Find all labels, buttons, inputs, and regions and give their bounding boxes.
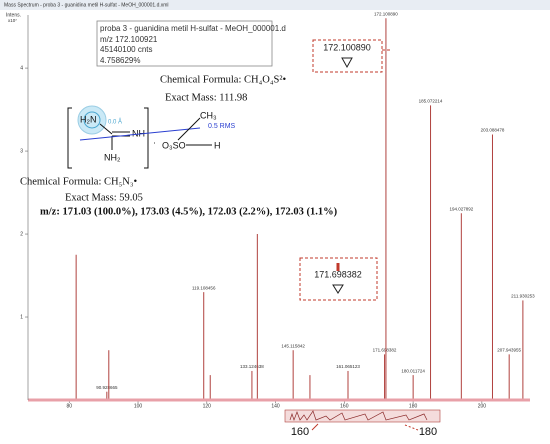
callout-label: 171.698382 bbox=[314, 269, 362, 279]
x-tick-label: 180 bbox=[409, 403, 418, 409]
peak-label: 90.928665 bbox=[96, 385, 118, 390]
peak-label: 171.698382 bbox=[373, 348, 397, 353]
bond bbox=[177, 127, 191, 141]
tooltip-mz: m/z 172.100921 bbox=[100, 35, 158, 44]
bracket bbox=[144, 107, 149, 169]
zoom-trace bbox=[289, 410, 428, 422]
bond bbox=[99, 123, 113, 135]
angstrom: 0.0 Å bbox=[108, 119, 122, 126]
zoom-label: 160 bbox=[291, 426, 309, 438]
peak-label: 161.065123 bbox=[336, 364, 360, 369]
peak-label: 194.027892 bbox=[449, 206, 473, 211]
isotope-pattern: m/z: 171.03 (100.0%), 173.03 (4.5%), 172… bbox=[40, 206, 338, 217]
peak-label: 180.011724 bbox=[401, 368, 425, 373]
peak-label: 119.108456 bbox=[192, 285, 216, 290]
y-tick-label: 2 bbox=[20, 231, 23, 237]
atom: O₃SO bbox=[162, 140, 186, 150]
structure: H₂N NH NH₂ 0.0 Å 0.5 RMS · O₃SO H CH₃ bbox=[67, 105, 236, 169]
atom: NH bbox=[132, 128, 145, 138]
arrow bbox=[311, 423, 319, 431]
formula: Chemical Formula: CH₅N₃• bbox=[20, 176, 137, 187]
tooltip-percent: 4.758629% bbox=[100, 56, 140, 65]
x-tick-label: 80 bbox=[66, 403, 72, 409]
peak-label: 172.100890 bbox=[374, 11, 398, 16]
peak-label: 203.088478 bbox=[481, 128, 505, 133]
window-title: Mass Spectrum - proba 3 - guanidina meti… bbox=[4, 2, 169, 8]
atom: H₂N bbox=[80, 114, 97, 124]
zoom-label: 180 bbox=[419, 426, 437, 438]
x-tick-label: 200 bbox=[478, 403, 487, 409]
atom: H bbox=[214, 140, 221, 150]
tooltip bbox=[96, 20, 273, 67]
peak-label: 211.930253 bbox=[511, 294, 535, 299]
tooltip-counts: 45140100 cnts bbox=[100, 45, 153, 54]
exact-mass: Exact Mass: 111.98 bbox=[165, 92, 247, 103]
x-tick-label: 100 bbox=[134, 403, 143, 409]
zoom-strip bbox=[284, 409, 441, 423]
formula: Chemical Formula: CH₄O₄S²• bbox=[160, 74, 286, 85]
marker bbox=[341, 57, 353, 69]
y-unit: x10⁷ bbox=[8, 18, 17, 23]
peak-label: 185.072214 bbox=[419, 99, 443, 104]
tooltip-title: proba 3 - guanidina metil H-sulfat - MeO… bbox=[100, 24, 286, 33]
title-bar bbox=[0, 0, 550, 10]
x-tick-label: 120 bbox=[203, 403, 212, 409]
y-tick-label: 4 bbox=[20, 65, 23, 71]
y-label: Intens. bbox=[6, 12, 21, 18]
plot: 1 2 3 4 80 100 120 140 160 180 200 90.928665 119.108… bbox=[20, 11, 535, 409]
callout-label: 172.100890 bbox=[323, 42, 371, 52]
atom: CH₃ bbox=[200, 110, 217, 120]
exact-mass: Exact Mass: 59.05 bbox=[65, 192, 143, 203]
rms: 0.5 RMS bbox=[208, 123, 236, 130]
y-tick-label: 1 bbox=[20, 314, 23, 320]
y-tick-label: 3 bbox=[20, 148, 23, 154]
dot: · bbox=[153, 137, 156, 147]
bond bbox=[189, 117, 201, 129]
rms-line bbox=[79, 127, 201, 141]
highlight bbox=[83, 111, 101, 129]
bracket bbox=[67, 107, 72, 169]
peak-label: 207.943955 bbox=[497, 348, 521, 353]
peak-label: 133.124638 bbox=[240, 364, 264, 369]
highlight bbox=[77, 105, 107, 135]
atom: NH₂ bbox=[104, 152, 121, 162]
peak-label: 145.115842 bbox=[281, 343, 305, 348]
x-tick-label: 140 bbox=[271, 403, 280, 409]
marker bbox=[332, 284, 344, 294]
x-tick-label: 160 bbox=[340, 403, 349, 409]
